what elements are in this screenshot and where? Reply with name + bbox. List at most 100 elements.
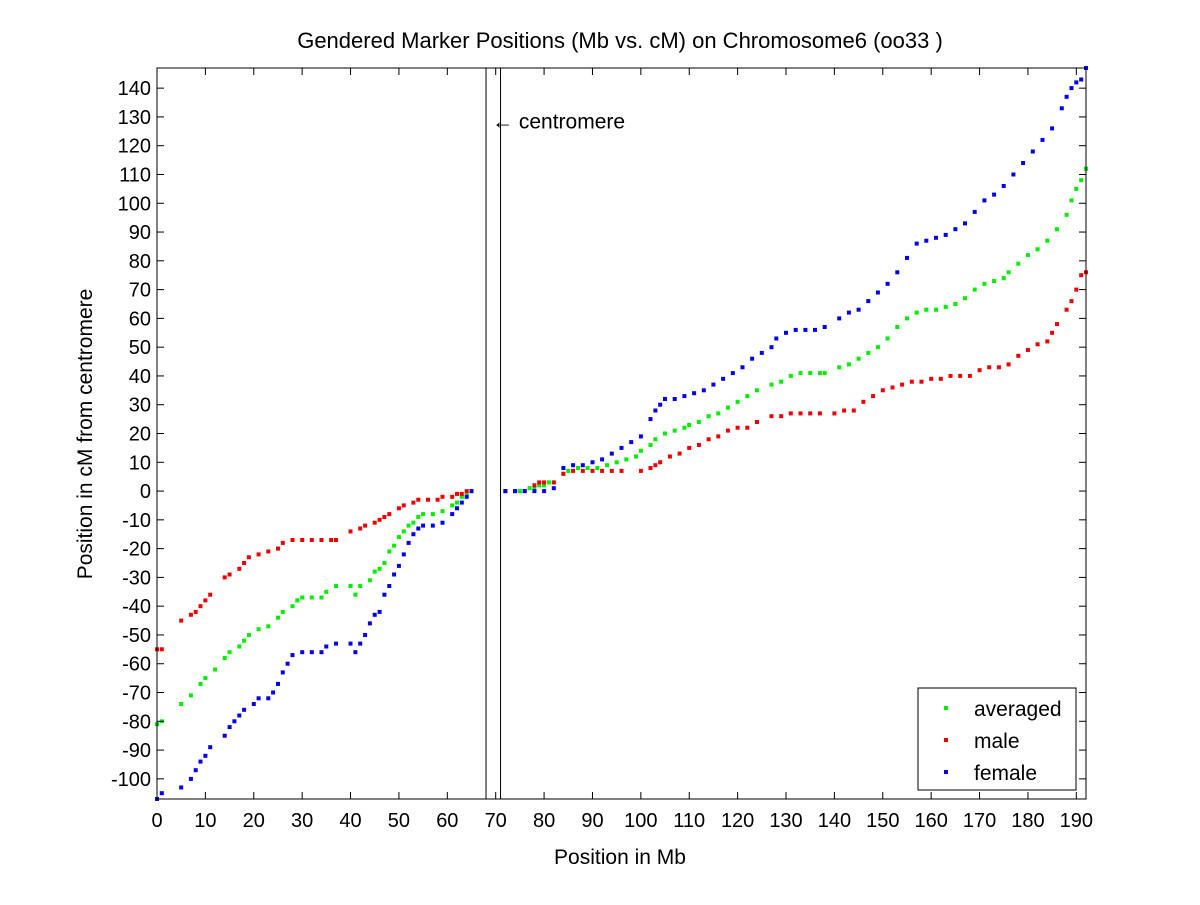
point-female [353, 650, 358, 655]
y-tick-label: 140 [118, 78, 151, 100]
point-male [851, 408, 856, 413]
y-tick-label: 30 [129, 395, 151, 417]
point-averaged [788, 373, 793, 378]
point-male [237, 566, 242, 571]
point-female [1069, 86, 1074, 91]
point-male [571, 468, 576, 473]
point-averaged [1006, 270, 1011, 275]
y-tick-label: -70 [122, 683, 151, 705]
point-averaged [943, 304, 948, 309]
y-tick-label: 70 [129, 280, 151, 302]
point-averaged [663, 431, 667, 436]
point-female [237, 713, 242, 718]
point-averaged [382, 561, 387, 565]
point-male [358, 526, 363, 531]
centromere-label: ← centromere [492, 110, 625, 133]
point-averaged [634, 454, 638, 459]
point-averaged [1055, 227, 1059, 232]
point-female [159, 791, 164, 796]
point-averaged [895, 325, 900, 329]
point-female [822, 325, 827, 329]
y-tick-label: 90 [129, 222, 151, 244]
point-female [455, 506, 459, 511]
point-averaged [295, 598, 300, 603]
point-female [348, 641, 353, 646]
x-axis: 0 10 20 30 40 50 60 70 80 90 100 110 120 130 140 150 160… [151, 68, 1093, 832]
point-male [909, 379, 914, 384]
point-female [759, 350, 764, 355]
point-averaged [648, 443, 653, 447]
point-female [280, 670, 285, 675]
point-male [696, 443, 701, 447]
point-male [188, 612, 193, 617]
point-female [721, 376, 726, 381]
point-female [285, 661, 290, 666]
point-male [1016, 353, 1021, 358]
point-averaged [246, 633, 251, 637]
x-tick-label: 20 [243, 810, 265, 832]
y-tick-label: -50 [122, 625, 151, 647]
point-female [1079, 77, 1084, 82]
point-male [377, 517, 382, 522]
legend-entry-male: male [944, 730, 1020, 753]
point-male [1064, 307, 1069, 312]
point-averaged [256, 627, 261, 632]
point-male [1050, 330, 1055, 335]
point-averaged [213, 667, 218, 672]
y-tick-label: 0 [140, 481, 151, 503]
y-tick-label: -60 [122, 654, 151, 676]
x-tick-label: 90 [581, 810, 603, 832]
point-averaged [440, 509, 445, 514]
point-male [725, 428, 730, 433]
point-male [929, 376, 934, 381]
point-averaged [745, 394, 750, 399]
point-male [900, 382, 905, 387]
point-averaged [953, 302, 958, 306]
point-averaged [367, 578, 372, 583]
point-male [396, 506, 401, 511]
point-female [663, 397, 667, 401]
point-averaged [687, 422, 692, 427]
plot-frame [156, 67, 1087, 800]
point-averaged [1001, 276, 1006, 281]
point-female [401, 552, 406, 557]
point-male [1074, 287, 1079, 292]
point-female [1021, 161, 1026, 165]
point-male [938, 376, 943, 381]
point-male [532, 483, 537, 488]
point-male [779, 414, 784, 419]
point-averaged [450, 503, 455, 508]
point-female [963, 221, 967, 226]
point-male [372, 520, 377, 525]
point-female [600, 457, 605, 462]
legend-marker-female [944, 770, 948, 774]
point-averaged [1035, 247, 1040, 252]
point-female [740, 365, 745, 370]
point-averaged [392, 543, 397, 548]
point-averaged [421, 512, 426, 517]
y-tick-label: -10 [122, 510, 151, 532]
y-tick-label: 40 [129, 366, 151, 388]
point-male [411, 500, 416, 505]
point-male [1006, 362, 1011, 367]
point-averaged [755, 388, 759, 393]
point-averaged [1069, 198, 1074, 203]
x-tick-label: 160 [914, 810, 947, 832]
point-female [1074, 80, 1079, 85]
point-female [203, 753, 208, 758]
point-averaged [455, 500, 459, 505]
point-female [711, 382, 716, 387]
point-male [300, 538, 305, 542]
point-female [934, 235, 938, 240]
point-male [880, 388, 885, 393]
point-male [363, 523, 368, 528]
point-female [580, 463, 585, 468]
point-averaged [358, 584, 363, 588]
point-female [363, 633, 368, 637]
point-averaged [242, 638, 247, 643]
point-averaged [411, 520, 416, 525]
point-female [392, 572, 397, 577]
point-averaged [972, 287, 977, 292]
point-female [387, 584, 392, 588]
